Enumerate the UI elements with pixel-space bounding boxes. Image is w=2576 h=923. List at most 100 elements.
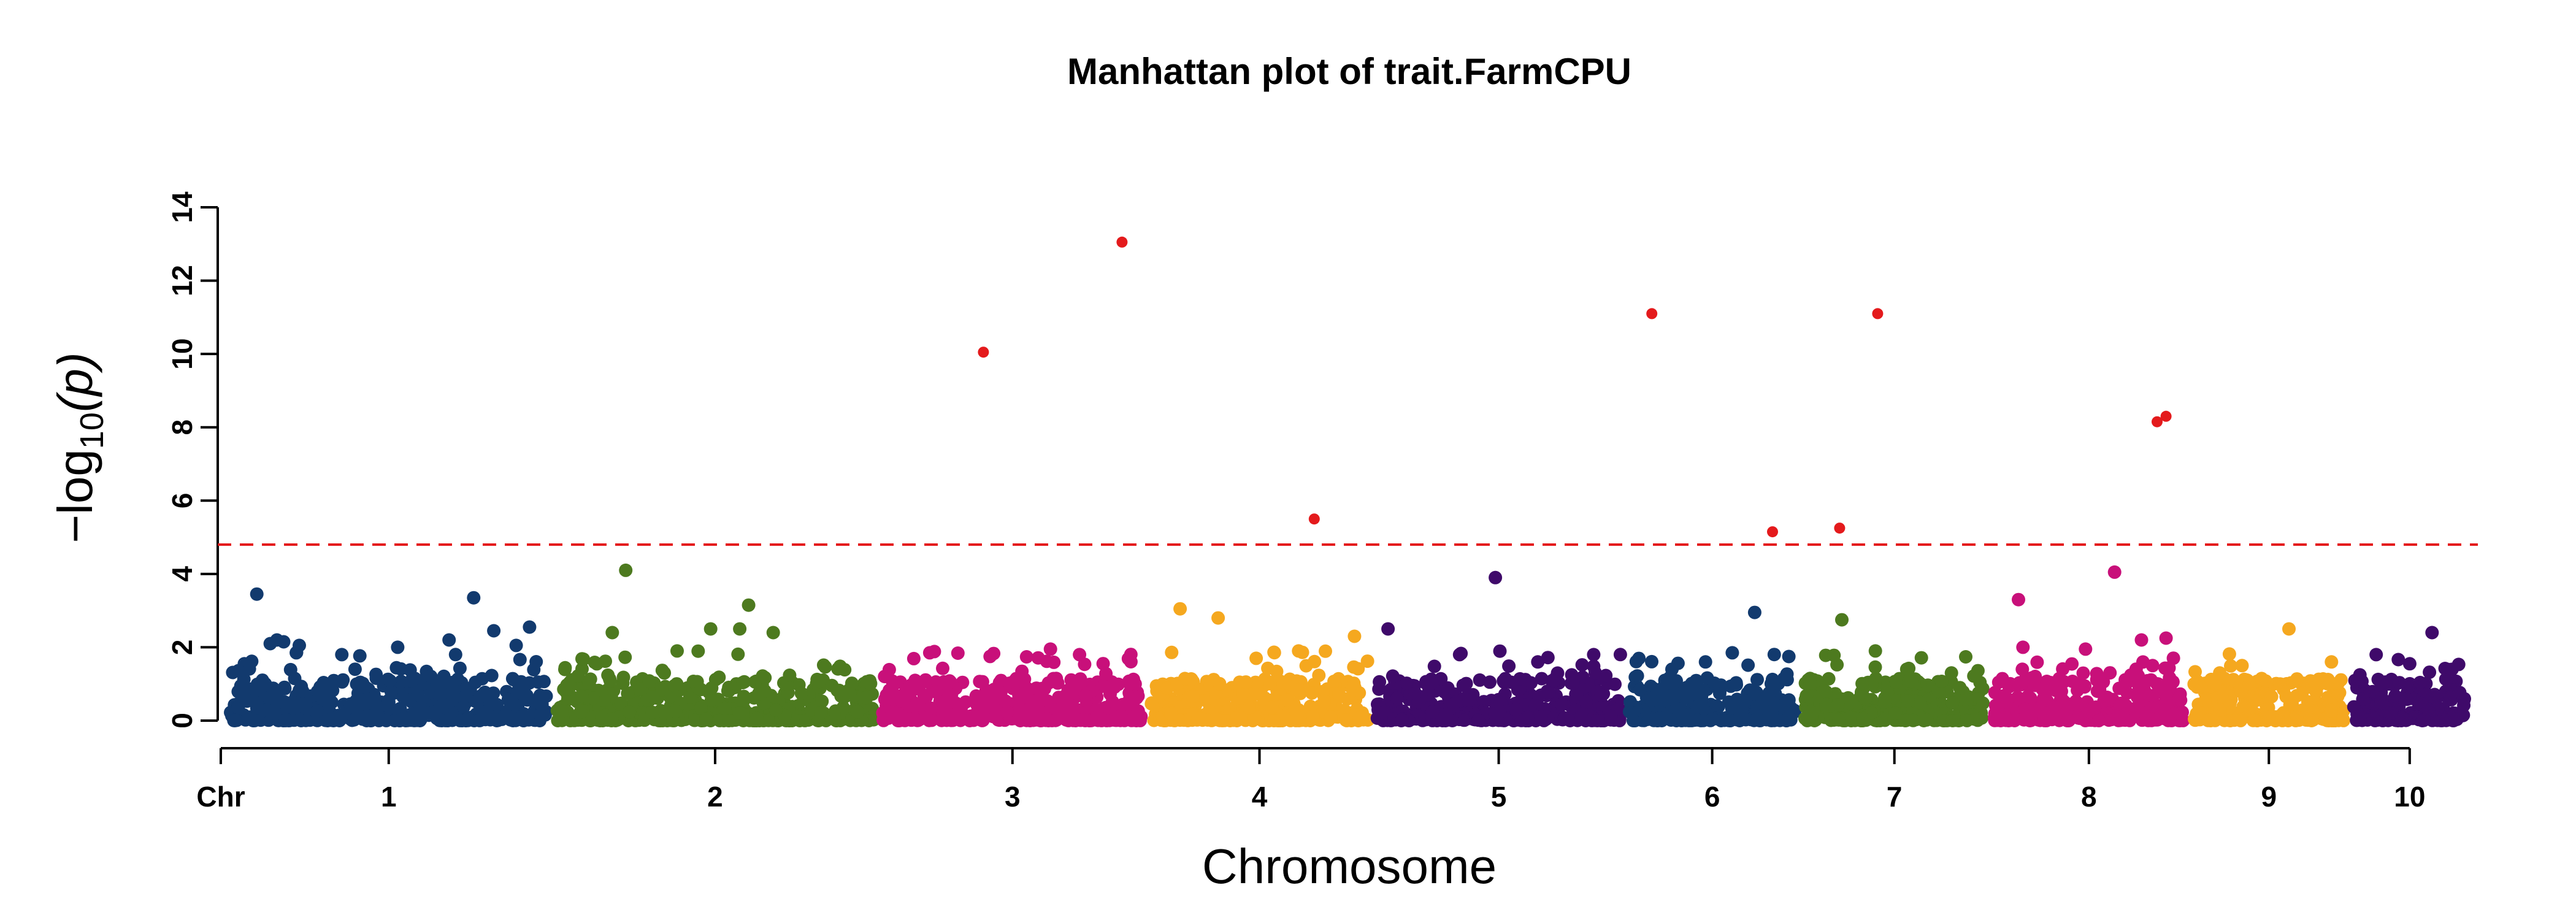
snp-point (711, 692, 725, 707)
snp-point (885, 691, 899, 705)
snp-point (228, 713, 242, 727)
snp-point (1280, 693, 1294, 707)
snp-point (2384, 706, 2398, 720)
snp-point (391, 640, 405, 654)
snp-point (736, 676, 750, 689)
snp-point (670, 677, 684, 691)
snp-point (1901, 694, 1915, 708)
snp-point (242, 662, 256, 676)
snp-point (1305, 686, 1319, 700)
snp-point (2290, 672, 2304, 686)
snp-point (832, 683, 846, 697)
snp-point (1960, 713, 1974, 727)
snp-point (936, 661, 949, 675)
significant-snp-point (1872, 308, 1884, 320)
snp-point (1029, 681, 1043, 695)
x-tick-label: 7 (1887, 781, 1903, 813)
snp-point (1755, 696, 1769, 710)
snp-point (2421, 702, 2436, 716)
significant-snp-point (978, 347, 989, 358)
snp-point (583, 672, 597, 686)
snp-point (758, 671, 772, 685)
snp-point (621, 686, 635, 700)
chromosome-5-points (1370, 570, 1627, 727)
snp-point (250, 587, 264, 601)
y-axis-label-prefix: −log (48, 449, 102, 543)
y-tick-label: 12 (166, 265, 198, 296)
snp-point (555, 704, 569, 718)
snp-point (812, 675, 826, 689)
snp-point (293, 638, 306, 653)
snp-point (1064, 673, 1078, 687)
snp-point (1236, 686, 1250, 700)
points-layer (224, 563, 2471, 727)
snp-point (1186, 689, 1200, 703)
snp-point (749, 711, 764, 726)
snp-point (310, 704, 324, 718)
snp-point (1178, 672, 1192, 686)
x-tick-label: 3 (1005, 781, 1021, 813)
snp-point (2023, 713, 2037, 727)
snp-point (461, 711, 475, 725)
snp-point (1213, 676, 1227, 691)
snp-point (1696, 701, 1710, 715)
snp-point (1073, 648, 1087, 662)
snp-point (983, 649, 997, 664)
snp-point (1471, 713, 1485, 727)
snp-point (523, 620, 537, 634)
snp-point (975, 675, 989, 689)
snp-point (1427, 659, 1441, 673)
snp-point (2231, 675, 2245, 689)
snp-point (2198, 694, 2212, 708)
significant-points-layer (978, 236, 2172, 538)
snp-point (520, 689, 534, 703)
snp-point (1645, 654, 1658, 668)
snp-point (2008, 678, 2022, 692)
snp-point (924, 701, 938, 715)
snp-point (459, 689, 473, 703)
snp-point (1534, 710, 1548, 724)
snp-point (1542, 686, 1556, 700)
snp-point (1339, 713, 1353, 727)
snp-point (646, 690, 659, 703)
x-tick-label: 1 (381, 781, 397, 813)
snp-point (1317, 694, 1331, 708)
snp-point (2071, 677, 2085, 691)
snp-point (742, 598, 756, 612)
chromosome-7-points (1798, 613, 1990, 727)
snp-point (1868, 644, 1882, 658)
snp-point (588, 656, 602, 669)
snp-point (601, 668, 615, 682)
snp-point (2079, 642, 2093, 656)
snp-point (1332, 687, 1346, 701)
snp-point (1513, 672, 1527, 686)
snp-point (573, 705, 588, 719)
snp-point (366, 691, 380, 705)
x-tick-label: 4 (1252, 781, 1268, 813)
chromosome-9-points (2187, 622, 2350, 727)
snp-point (1000, 705, 1014, 719)
snp-point (1831, 698, 1845, 712)
snp-point (1020, 690, 1034, 704)
snp-point (737, 693, 751, 707)
chromosome-1-points (224, 587, 553, 727)
snp-point (1739, 694, 1753, 708)
snp-point (1967, 669, 1981, 683)
snp-point (1767, 648, 1781, 662)
snp-point (1888, 707, 1903, 721)
snp-point (2012, 592, 2025, 607)
snp-point (1462, 693, 1476, 707)
snp-point (2417, 713, 2431, 727)
snp-point (1700, 671, 1714, 685)
snp-point (794, 686, 808, 700)
snp-point (2072, 711, 2086, 725)
y-axis-label: −log10(p) (48, 352, 110, 543)
snp-point (1666, 692, 1681, 707)
snp-point (507, 673, 521, 687)
snp-point (1689, 676, 1702, 691)
snp-point (1906, 713, 1920, 727)
snp-point (1566, 676, 1580, 690)
snp-point (2450, 712, 2464, 726)
snp-point (1093, 711, 1107, 725)
snp-point (655, 664, 669, 678)
